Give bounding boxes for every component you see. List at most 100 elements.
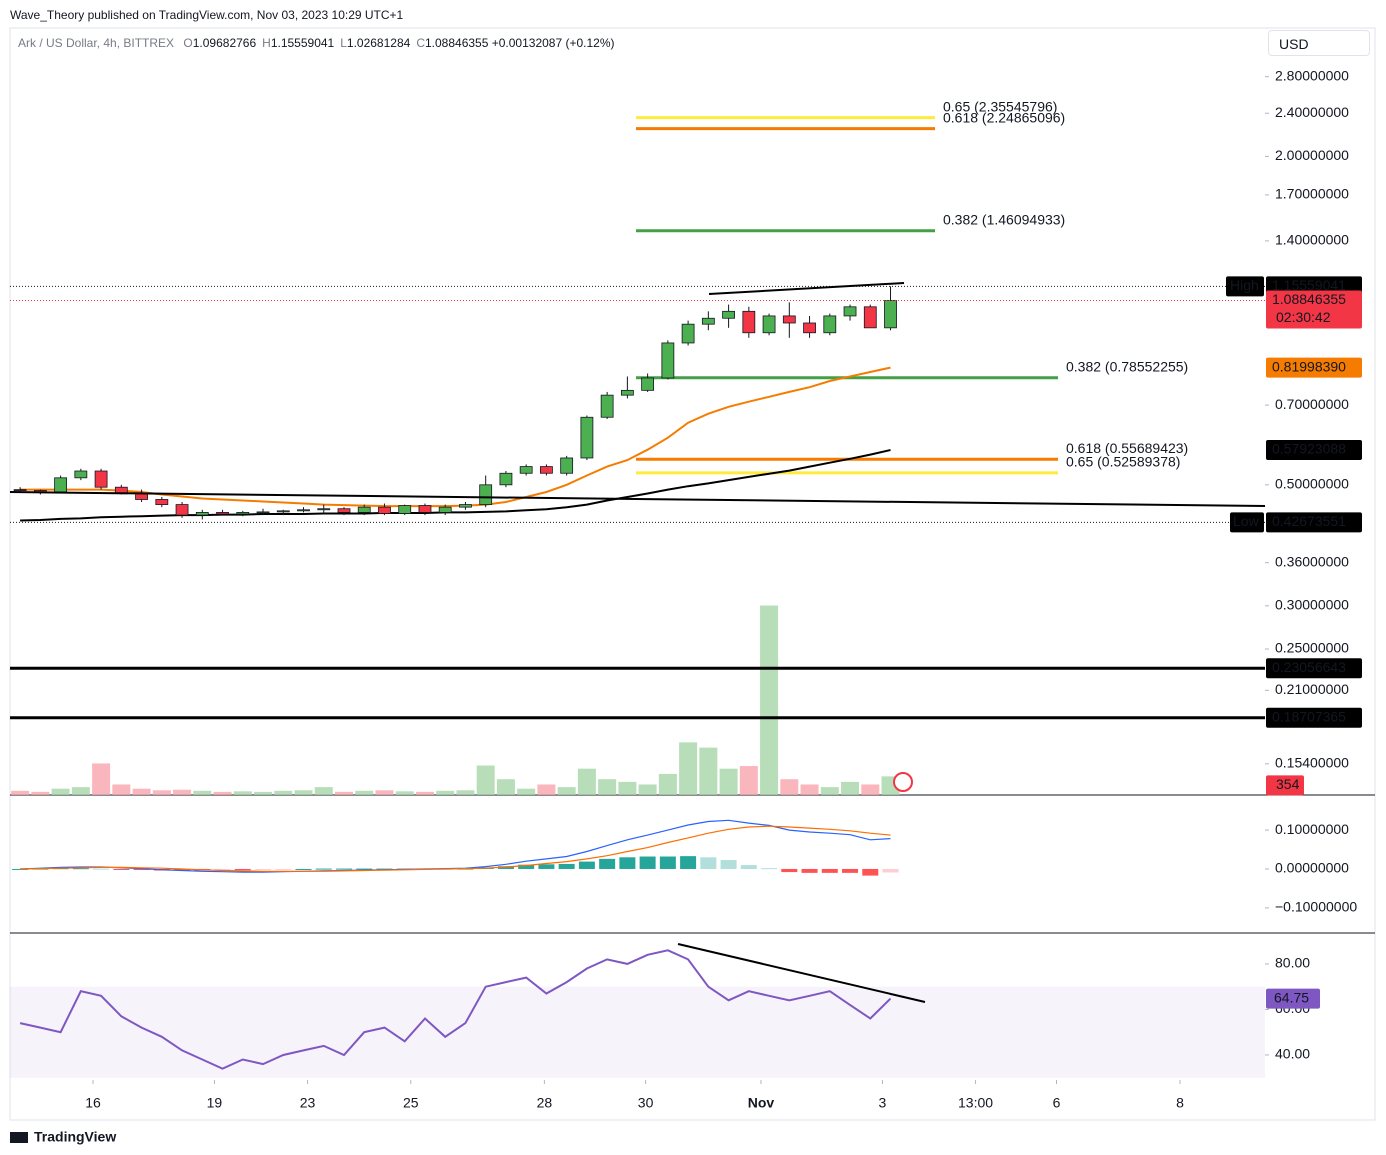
- fib-label: 0.382 (0.78552255): [1066, 359, 1188, 375]
- candle-body: [803, 322, 816, 334]
- y-tick-label: −0.10000000: [1275, 899, 1357, 915]
- candle-body: [13, 489, 27, 492]
- candle-body: [398, 505, 412, 514]
- volume-bar: [618, 781, 637, 795]
- volume-bar: [780, 779, 799, 795]
- volume-bar: [112, 784, 131, 795]
- macd-histogram: [275, 868, 292, 870]
- macd-histogram: [700, 857, 717, 869]
- macd-histogram: [842, 868, 859, 873]
- candle-body: [681, 323, 695, 344]
- fib-label: 0.65 (2.35545796): [943, 98, 1057, 114]
- macd-histogram: [659, 856, 676, 869]
- symbol: Ark / US Dollar, 4h, BITTREX: [18, 36, 175, 50]
- candle-body: [540, 466, 553, 474]
- macd-histogram: [740, 865, 757, 869]
- x-tick-label: 3: [879, 1095, 887, 1111]
- volume-bar: [254, 791, 273, 795]
- currency-button[interactable]: USD: [1268, 30, 1370, 56]
- y-tick-label: 0.15400000: [1275, 755, 1349, 771]
- volume-bar: [11, 790, 30, 795]
- y-tick-label: 1.70000000: [1275, 186, 1349, 202]
- candle-body: [701, 317, 715, 325]
- fib-label: 0.618 (0.55689423): [1066, 440, 1188, 456]
- y-tick-label: 1.40000000: [1275, 232, 1349, 248]
- macd-histogram: [518, 864, 535, 869]
- ma-label: 0.57923088: [1272, 441, 1346, 457]
- volume-bar: [658, 773, 677, 795]
- y-tick-label: 0.36000000: [1275, 553, 1349, 569]
- symbol-line: Ark / US Dollar, 4h, BITTREX O1.09682766…: [18, 36, 615, 50]
- candle-body: [782, 315, 796, 324]
- x-tick-label: 28: [537, 1095, 553, 1111]
- volume-bar: [355, 790, 374, 795]
- low-tag-bg: [1230, 512, 1264, 533]
- macd-histogram: [315, 868, 332, 870]
- candle-body: [438, 506, 452, 513]
- candle-body: [620, 389, 634, 396]
- volume-bar: [456, 790, 475, 795]
- level-label: 0.18707365: [1272, 708, 1346, 724]
- candle-body: [175, 504, 189, 516]
- event-icon[interactable]: [893, 772, 913, 792]
- volume-bar: [436, 790, 455, 795]
- y-tick-label: 80.00: [1275, 955, 1310, 971]
- volume-bar: [557, 787, 576, 795]
- last-price: 1.08846355: [1272, 291, 1346, 307]
- y-tick-label: 40.00: [1275, 1046, 1310, 1062]
- candle-body: [357, 506, 371, 513]
- x-tick-label: 8: [1176, 1095, 1184, 1111]
- y-tick-label: 0.50000000: [1275, 476, 1349, 492]
- macd-histogram: [376, 868, 393, 870]
- candle-body: [216, 512, 229, 515]
- candle-body: [519, 466, 533, 474]
- ohlc-value: 1.09682766: [192, 36, 257, 50]
- frame: [9, 27, 1376, 1121]
- candle-body: [378, 506, 391, 514]
- macd-histogram: [497, 866, 514, 869]
- candle-body: [722, 310, 735, 319]
- macd-histogram: [882, 868, 899, 873]
- volume-bar: [699, 747, 718, 795]
- high-value: 1.15559041: [1272, 277, 1346, 293]
- moving-average: [20, 366, 891, 508]
- trendline: [708, 282, 905, 295]
- candle-body: [843, 306, 857, 317]
- candle-body: [499, 472, 513, 486]
- fib-label: 0.65 (0.52589378): [1066, 454, 1180, 470]
- low-tag: Low: [1233, 513, 1260, 529]
- macd-histogram: [862, 868, 879, 876]
- volume-bar: [820, 787, 839, 795]
- macd-histogram: [801, 868, 818, 873]
- candle-body: [479, 484, 493, 505]
- macd-histogram: [599, 858, 616, 869]
- candle-body: [297, 509, 310, 512]
- volume-bar: [760, 605, 779, 795]
- macd-histogram: [234, 868, 251, 871]
- x-tick-label: 23: [300, 1095, 316, 1111]
- rsi-band: [10, 986, 1265, 1078]
- fib-label: 0.618 (2.24865096): [943, 109, 1065, 125]
- candle-body: [256, 511, 270, 514]
- volume-bar: [92, 763, 111, 795]
- change: +0.00132087 (+0.12%): [491, 36, 615, 50]
- moving-average: [20, 449, 891, 522]
- x-tick-label: 25: [403, 1095, 419, 1111]
- macd-histogram: [113, 868, 130, 870]
- volume-bar: [861, 784, 880, 795]
- macd-histogram: [255, 868, 272, 870]
- macd-histogram: [335, 868, 352, 870]
- macd-histogram: [639, 856, 656, 869]
- volume-bar: [314, 787, 333, 795]
- volume-bar: [598, 779, 617, 795]
- macd-histogram: [174, 868, 191, 871]
- volume-bar: [375, 790, 394, 795]
- level-label-bg: [1266, 707, 1362, 728]
- volume-bar: [517, 788, 536, 795]
- y-tick-label: 2.40000000: [1275, 104, 1349, 120]
- y-tick-label: 0.25000000: [1275, 640, 1349, 656]
- macd-histogram: [133, 868, 150, 870]
- volume-bar: [274, 790, 293, 795]
- rsi-label: 64.75: [1274, 989, 1309, 1005]
